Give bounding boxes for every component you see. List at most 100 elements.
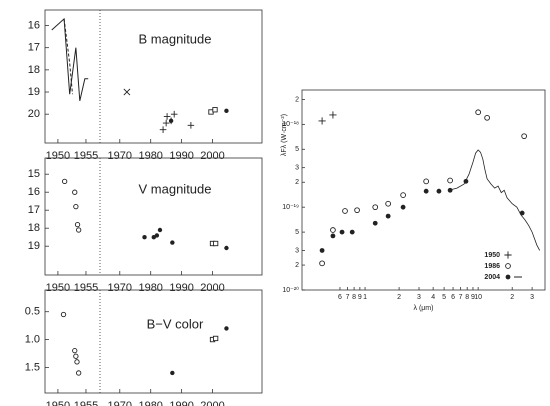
y-tick-label: 5: [295, 229, 299, 236]
data-point: [224, 108, 229, 114]
y-tick-label: 17: [28, 204, 40, 216]
data-point: [170, 240, 175, 245]
y-tick-label: 18: [28, 222, 40, 234]
x-tick-label: 1980: [138, 400, 162, 406]
x-tick-label: 7: [346, 294, 350, 301]
legend-label: 1986: [484, 263, 500, 270]
data-point: [329, 111, 337, 119]
y-tick-label: 10⁻¹⁹: [282, 204, 299, 211]
x-tick-label: 2: [397, 294, 401, 301]
data-point: [212, 335, 219, 342]
data-point: [73, 353, 79, 359]
data-point: [163, 113, 171, 120]
data-point: [170, 370, 175, 376]
legend-marker: [505, 274, 511, 280]
data-point: [319, 260, 325, 267]
y-tick-label: 3: [295, 247, 299, 254]
x-tick-label: 9: [358, 294, 362, 301]
data-line: [448, 149, 541, 251]
data-point: [73, 203, 79, 210]
x-tick-label: 2: [510, 294, 514, 301]
plot-frame: [44, 289, 263, 394]
legend-marker: [505, 263, 511, 269]
y-tick-label: 20: [28, 108, 40, 120]
data-point: [484, 114, 490, 121]
x-tick-label: 3: [530, 294, 534, 301]
panel-title: B magnitude: [139, 31, 212, 46]
legend-marker: [504, 251, 512, 259]
data-point: [212, 107, 218, 113]
x-tick-label: 1950: [46, 400, 70, 406]
data-point: [224, 245, 229, 251]
x-tick-label: 10: [474, 294, 482, 301]
x-tick-label: 5: [442, 294, 446, 301]
x-tick-label: 9: [471, 294, 475, 301]
x-tick-label: 8: [352, 294, 356, 301]
y-tick-label: 17: [28, 42, 40, 54]
plot-frame: [44, 9, 263, 144]
plot-frame: [301, 89, 546, 291]
data-point: [330, 233, 336, 239]
y-tick-label: 2: [295, 262, 299, 269]
data-point: [168, 118, 174, 124]
data-line: [63, 18, 73, 95]
data-point: [400, 204, 406, 210]
data-point: [76, 227, 82, 233]
data-point: [385, 200, 391, 207]
data-point: [385, 213, 391, 219]
data-point: [187, 121, 195, 129]
x-tick-label: 2000: [200, 150, 224, 162]
data-point: [475, 109, 482, 116]
y-tick-label: 19: [28, 86, 40, 98]
x-tick-label: 1970: [108, 400, 132, 406]
y-tick-label: 2: [295, 96, 299, 103]
y-tick-label: 1.0: [25, 333, 40, 345]
data-point: [342, 208, 348, 214]
data-point: [319, 248, 325, 253]
x-axis-label: λ (μm): [414, 305, 434, 312]
data-point: [521, 133, 527, 140]
data-point: [212, 240, 219, 247]
legend-label: 1950: [484, 252, 500, 259]
plot-frame: [44, 157, 263, 276]
data-point: [447, 177, 453, 184]
data-point: [423, 188, 429, 194]
data-point: [423, 178, 430, 185]
data-point: [372, 220, 378, 226]
panel-title: B−V color: [147, 316, 204, 331]
data-point: [372, 204, 379, 211]
data-point: [436, 188, 442, 194]
x-tick-label: 1955: [74, 400, 98, 406]
y-tick-label: 16: [28, 19, 40, 31]
x-tick-label: 2000: [200, 400, 224, 406]
data-point: [142, 235, 147, 240]
data-point: [349, 229, 355, 235]
x-tick-label: 1955: [74, 282, 98, 294]
data-point: [330, 227, 336, 233]
x-tick-label: 1980: [138, 282, 162, 294]
x-tick-label: 1970: [108, 150, 132, 162]
legend-label: 2004: [484, 274, 500, 281]
y-tick-label: 19: [28, 240, 40, 252]
data-point: [162, 119, 170, 127]
y-tick-label: 2: [295, 179, 299, 186]
x-tick-label: 4: [431, 294, 435, 301]
data-point: [318, 117, 326, 125]
y-tick-label: 0.5: [25, 306, 40, 318]
data-point: [224, 326, 229, 331]
x-tick-label: 1990: [169, 400, 193, 406]
x-tick-label: 1970: [108, 282, 132, 294]
data-point: [74, 359, 80, 365]
data-point: [339, 229, 345, 235]
y-tick-label: 10⁻²⁰: [282, 286, 299, 294]
data-point: [400, 192, 406, 198]
data-point: [76, 370, 82, 376]
data-point: [354, 207, 360, 214]
x-tick-label: 1990: [169, 282, 193, 294]
x-tick-label: 1: [363, 294, 367, 301]
x-tick-label: 6: [338, 294, 342, 301]
data-point: [72, 348, 78, 354]
x-tick-label: 3: [417, 294, 421, 301]
data-point: [123, 88, 131, 96]
